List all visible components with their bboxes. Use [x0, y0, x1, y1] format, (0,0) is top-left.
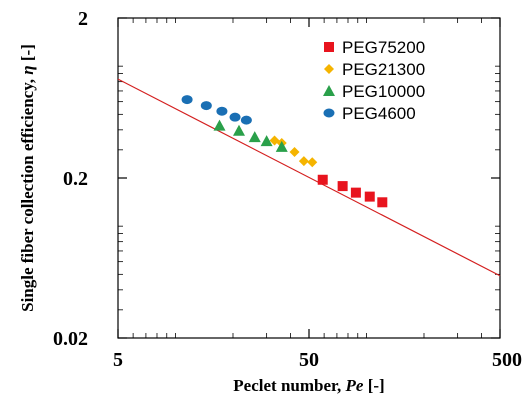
peg75200-marker	[364, 191, 375, 202]
x-tick-label: 5	[113, 349, 123, 371]
y-tick-label: 0.02	[53, 328, 88, 350]
y-tick-label: 0.2	[63, 168, 88, 190]
x-tick-label: 500	[492, 349, 522, 371]
legend: PEG75200 PEG21300 PEG10000 PEG4600	[323, 38, 425, 123]
legend-peg75200-marker	[324, 42, 334, 52]
peg10000-marker	[260, 135, 273, 147]
peg75200-marker	[377, 197, 388, 208]
legend-peg75200-label: PEG75200	[342, 38, 425, 57]
peg10000-marker	[213, 119, 226, 131]
peg75200-marker	[337, 181, 348, 192]
legend-peg21300-marker	[324, 64, 334, 74]
x-tick-label: 50	[299, 349, 319, 371]
major-ticks	[117, 17, 501, 339]
peg4600-marker	[181, 95, 193, 105]
legend-peg4600-marker	[323, 108, 335, 118]
peg75200-marker	[317, 174, 328, 185]
peg10000-marker	[275, 140, 288, 152]
legend-peg10000-label: PEG10000	[342, 82, 425, 101]
peg21300-marker	[289, 146, 300, 157]
legend-peg10000-marker	[323, 85, 335, 96]
peg21300-marker	[307, 157, 318, 168]
x-tick-labels: 5 50 500	[113, 349, 522, 371]
peg4600-marker	[240, 115, 252, 125]
legend-peg4600-label: PEG4600	[342, 104, 416, 123]
peg21300-marker	[298, 156, 309, 167]
y-axis-label: Single fiber collection efficiency, η [-…	[18, 44, 37, 312]
fit-line	[117, 78, 501, 277]
y-tick-label: 2	[78, 8, 88, 30]
legend-peg21300-label: PEG21300	[342, 60, 425, 79]
peg10000-marker	[232, 124, 245, 136]
data-markers	[181, 95, 388, 208]
peg4600-marker	[216, 106, 228, 116]
peg10000-marker	[248, 131, 261, 143]
minor-ticks	[118, 18, 500, 338]
peg75200-marker	[350, 187, 361, 198]
y-tick-labels: 0.02 0.2 2	[53, 8, 88, 350]
peg4600-marker	[229, 112, 241, 122]
peg4600-marker	[200, 101, 212, 111]
x-axis-label: Peclet number, Pe [-]	[233, 376, 384, 395]
